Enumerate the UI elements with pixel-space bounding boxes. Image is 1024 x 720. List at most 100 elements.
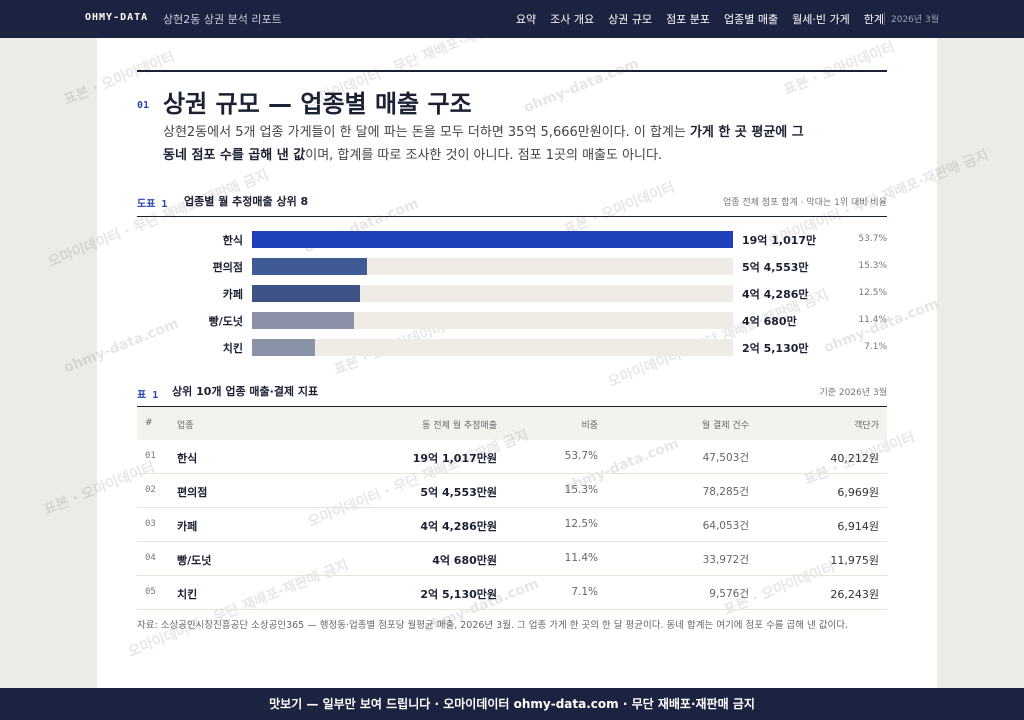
watermark: ohmy-data.com — [521, 55, 642, 117]
table-cell: 치킨 — [177, 588, 198, 601]
table-cell: 9,576건 — [709, 588, 749, 600]
bar — [252, 285, 360, 302]
source-note: 자료: 소상공인시장진흥공단 소상공인365 — 행정동·업종별 점포당 월평균… — [137, 620, 849, 631]
table-cell: 03 — [145, 519, 156, 529]
table-cell: 6,969원 — [837, 486, 879, 499]
table-cell: 05 — [145, 587, 156, 597]
bar-share: 7.1% — [864, 342, 887, 352]
nav-link[interactable]: 업종별 매출 — [724, 13, 779, 26]
report-sheet — [97, 38, 937, 688]
table-label: 표 1 — [137, 390, 159, 401]
table-note: 기준 2026년 3월 — [819, 388, 887, 398]
watermark: 표본 · 오마이데이터 — [561, 179, 678, 239]
column-header: 비중 — [581, 421, 598, 431]
lead: 상현2동에서 5개 업종 가게들이 한 달에 파는 돈을 모두 더하면 35억 … — [163, 121, 813, 167]
column-header: # — [145, 418, 153, 428]
bar — [252, 258, 367, 275]
bar-share: 12.5% — [858, 288, 887, 298]
nav-link[interactable]: 요약 — [515, 13, 537, 26]
nav-links: 요약 조사 개요 상권 규모 점포 분포 업종별 매출 월세·빈 가게 한계 — [516, 11, 884, 27]
lead-emphasis: 가게 한 곳 평균에 그 동네 점포 수를 곱해 낸 값 — [163, 125, 804, 163]
table-cell: 40,212원 — [830, 452, 879, 465]
watermark: 오마이데이터 · 무단 재배포·재판매 금지 — [305, 427, 531, 531]
bar-label: 한식 — [222, 234, 243, 247]
table-cell: 한식 — [177, 452, 198, 465]
row-divider — [137, 541, 887, 542]
watermark: 오마이데이터 · 무단 재배포·재판매 금지 — [305, 38, 531, 111]
bar — [252, 339, 316, 356]
section-number: 01 — [137, 100, 150, 111]
bar-label: 빵/도넛 — [208, 315, 243, 328]
bar-value: 4억 4,286만 — [742, 288, 809, 301]
column-header: 월 결제 건수 — [701, 421, 749, 431]
bar-label: 치킨 — [222, 342, 243, 355]
rule — [137, 70, 887, 72]
column-header: 객단가 — [854, 421, 879, 431]
bar — [252, 312, 355, 329]
figure-title: 업종별 월 추정매출 상위 8 — [184, 195, 309, 208]
row-divider — [137, 575, 887, 576]
column-header: 동 전체 월 추정매출 — [422, 421, 497, 431]
top-nav: OHMY-DATA 상현2동 상권 분석 리포트 요약 조사 개요 상권 규모 점포 … — [0, 0, 1024, 38]
watermark: 표본 · 오마이데이터 — [41, 459, 158, 519]
nav-link[interactable]: 점포 분포 — [666, 13, 711, 26]
watermark: 오마이데이터 · 무단 재배포·재판매 금지 — [45, 167, 271, 271]
table-cell: 19억 1,017만원 — [412, 452, 497, 465]
lead-text: 이며, 합계를 따로 조사한 것이 아니다. 점포 1곳의 매출도 아니다. — [305, 148, 663, 163]
table-cell: 5억 4,553만원 — [420, 486, 497, 499]
bar-track — [252, 285, 733, 302]
table-cell: 카페 — [177, 520, 198, 533]
rule — [137, 406, 887, 407]
bar-share: 15.3% — [858, 261, 887, 271]
bar-label: 편의점 — [212, 261, 243, 274]
watermark: ohmy-data.com — [61, 315, 182, 377]
figure-note: 업종 전체 점포 합계 · 막대는 1위 대비 비율 — [723, 198, 887, 208]
bar-track — [252, 258, 733, 275]
bar-share: 53.7% — [858, 234, 887, 244]
footer: 맛보기 — 일부만 보여 드립니다 · 오마이데이터 ohmy-data.com… — [0, 688, 1024, 720]
report-title: 상현2동 상권 분석 리포트 — [163, 13, 282, 26]
table-cell: 01 — [145, 451, 156, 461]
table-cell: 12.5% — [564, 518, 598, 530]
bar-value: 19억 1,017만 — [742, 234, 817, 247]
table-cell: 4억 680만원 — [432, 554, 497, 567]
watermark: 표본 · 오마이데이터 — [781, 39, 898, 99]
bar-share: 11.4% — [858, 315, 887, 325]
table-cell: 02 — [145, 485, 156, 495]
bar-value: 2억 5,130만 — [742, 342, 809, 355]
bar-value: 4억 680만 — [742, 315, 797, 328]
table-cell: 15.3% — [564, 484, 598, 496]
table-cell: 빵/도넛 — [177, 554, 212, 567]
nav-link[interactable]: 월세·빈 가게 — [792, 13, 850, 26]
footer-text: 맛보기 — 일부만 보여 드립니다 · 오마이데이터 ohmy-data.com… — [269, 697, 755, 711]
watermark: ohmy-data.com — [421, 575, 542, 637]
figure-label: 도표 1 — [137, 199, 168, 210]
nav-link[interactable]: 상권 규모 — [608, 13, 653, 26]
table-cell: 6,914원 — [837, 520, 879, 533]
watermark: 오마이데이터 · 무단 재배포·재판매 금지 — [125, 557, 351, 661]
row-divider — [137, 473, 887, 474]
table-cell: 4억 4,286만원 — [420, 520, 497, 533]
table-cell: 04 — [145, 553, 156, 563]
section-title: 상권 규모 — 업종별 매출 구조 — [163, 90, 472, 118]
brand[interactable]: OHMY-DATA — [85, 12, 149, 23]
bar-value: 5억 4,553만 — [742, 261, 809, 274]
bar-track — [252, 339, 733, 356]
table-header — [137, 407, 887, 440]
watermark: 표본 · 오마이데이터 — [61, 49, 178, 109]
table-cell: 2억 5,130만원 — [420, 588, 497, 601]
table-cell: 26,243원 — [830, 588, 879, 601]
bar-track — [252, 312, 733, 329]
nav-link[interactable]: 조사 개요 — [550, 13, 595, 26]
table-cell: 7.1% — [571, 586, 598, 598]
table-cell: 64,053건 — [702, 520, 749, 532]
table-cell: 33,972건 — [702, 554, 749, 566]
row-divider — [137, 507, 887, 508]
table-cell: 78,285건 — [702, 486, 749, 498]
nav-link[interactable]: 한계 — [863, 13, 884, 26]
bar — [252, 231, 733, 248]
rule — [137, 216, 887, 217]
table-cell: 11.4% — [564, 552, 598, 564]
table-cell: 편의점 — [177, 486, 208, 499]
